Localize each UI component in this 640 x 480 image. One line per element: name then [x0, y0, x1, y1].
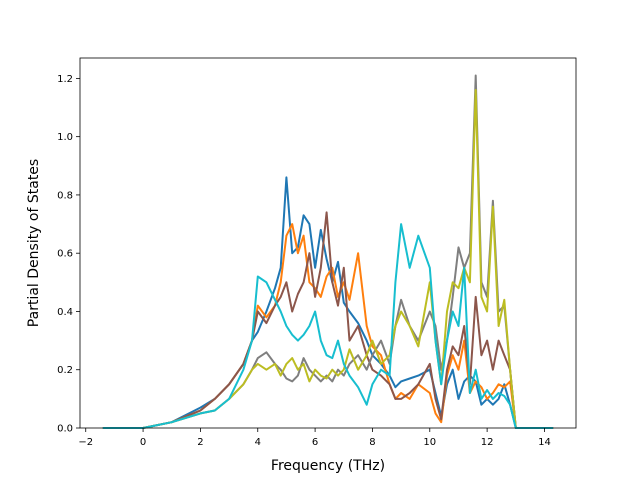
- x-tick-label: 10: [423, 437, 436, 448]
- plot-frame: [79, 57, 577, 429]
- series-layer: [102, 74, 554, 429]
- x-tick-label: 4: [255, 437, 261, 448]
- x-tick-label: 8: [369, 437, 375, 448]
- x-tick-label: −2: [78, 437, 93, 448]
- series-line-2: [102, 223, 554, 429]
- x-tick-label: 6: [312, 437, 318, 448]
- x-tick-label: 12: [481, 437, 494, 448]
- y-tick-label: 0.2: [57, 365, 73, 376]
- series-line-6: [102, 223, 554, 429]
- y-tick-label: 0.0: [57, 424, 73, 435]
- y-tick-label: 0.6: [57, 249, 73, 260]
- series-line-5: [102, 89, 554, 429]
- y-tick-label: 1.0: [57, 132, 73, 143]
- y-tick-label: 0.8: [57, 190, 73, 201]
- x-tick-label: 2: [197, 437, 203, 448]
- y-axis-ticks: 0.0 0.2 0.4 0.6 0.8 1.0 1.2: [57, 74, 80, 435]
- x-axis-ticks: −2 0 2 4 6 8 10 12 14: [78, 428, 551, 448]
- x-tick-label: 0: [140, 437, 146, 448]
- series-line-1: [102, 176, 554, 429]
- x-axis-label: Frequency (THz): [271, 458, 385, 474]
- y-axis-label: Partial Density of States: [26, 159, 42, 327]
- y-tick-label: 0.4: [57, 307, 73, 318]
- y-tick-label: 1.2: [57, 74, 73, 85]
- x-tick-label: 14: [538, 437, 551, 448]
